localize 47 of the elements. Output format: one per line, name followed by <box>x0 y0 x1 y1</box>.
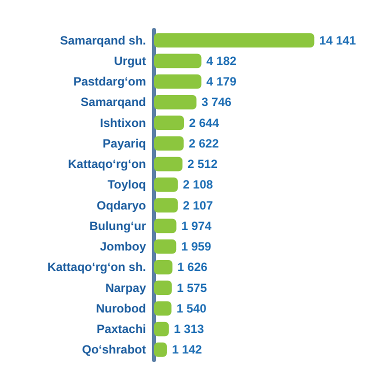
bar <box>154 198 178 213</box>
bar <box>154 239 176 254</box>
data-label: 4 182 <box>206 54 237 68</box>
bar <box>154 280 172 296</box>
y-tick-label: Paxtachi <box>96 322 146 336</box>
data-label: 4 179 <box>206 74 237 89</box>
bar <box>154 301 172 316</box>
y-tick-label: Toyloq <box>108 178 146 192</box>
bar <box>154 177 178 192</box>
data-label: 1 575 <box>176 280 208 295</box>
data-label: 2 622 <box>188 136 220 150</box>
bar <box>154 322 169 336</box>
y-tick-label: Urgut <box>114 54 146 68</box>
y-tick-label: Kattaqo‘rg‘on <box>68 157 146 172</box>
data-label: 1 959 <box>181 240 212 254</box>
data-label: 2 107 <box>182 198 214 212</box>
data-label: 2 108 <box>182 178 214 192</box>
y-tick-label: Kattaqo‘rg‘on sh. <box>47 260 146 274</box>
y-tick-label: Payariq <box>102 136 146 150</box>
y-tick-label: Bulung‘ur <box>89 218 146 233</box>
data-label: 1 540 <box>176 301 207 316</box>
y-tick-label: Ishtixon <box>100 116 146 130</box>
data-label: 14 141 <box>319 33 356 48</box>
data-label: 3 746 <box>201 95 232 110</box>
bar <box>154 74 202 89</box>
y-tick-label: Nurobod <box>96 301 146 316</box>
y-tick-label: Jomboy <box>100 240 146 254</box>
bar <box>154 33 314 48</box>
data-label: 1 974 <box>181 218 212 233</box>
y-tick-label: Oqdaryo <box>96 198 146 212</box>
bar <box>154 156 182 172</box>
y-tick-label: Narpay <box>105 280 146 295</box>
bar <box>154 218 176 234</box>
bar <box>154 54 202 68</box>
bar <box>154 136 184 151</box>
y-tick-label: Pastdarg‘om <box>73 74 146 89</box>
bar <box>154 260 172 274</box>
data-label: 1 313 <box>174 322 204 336</box>
data-label: 1 626 <box>177 260 208 274</box>
y-tick-label: Samarqand <box>80 95 146 110</box>
data-label: 2 512 <box>187 157 218 172</box>
data-label: 1 142 <box>172 342 202 357</box>
bar <box>154 116 184 130</box>
y-tick-label: Samarqand sh. <box>60 33 146 48</box>
y-tick-label: Qo‘shrabot <box>82 342 146 357</box>
data-label: 2 644 <box>188 116 220 130</box>
bar <box>154 94 196 110</box>
